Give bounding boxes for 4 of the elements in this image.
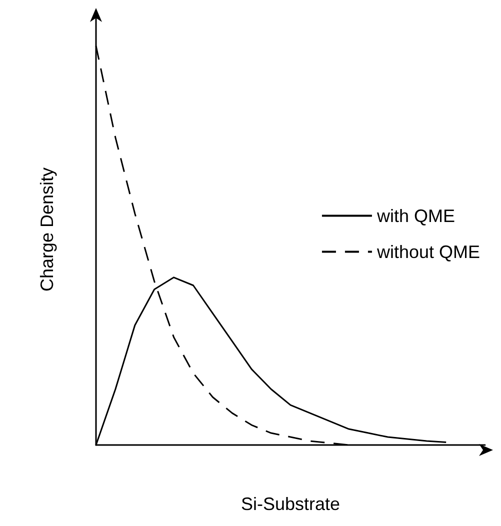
legend-label: with QME bbox=[376, 206, 455, 226]
y-axis-title: Charge Density bbox=[37, 167, 57, 292]
x-axis-title: Si-Substrate bbox=[240, 494, 340, 514]
legend-label: without QME bbox=[376, 242, 480, 262]
